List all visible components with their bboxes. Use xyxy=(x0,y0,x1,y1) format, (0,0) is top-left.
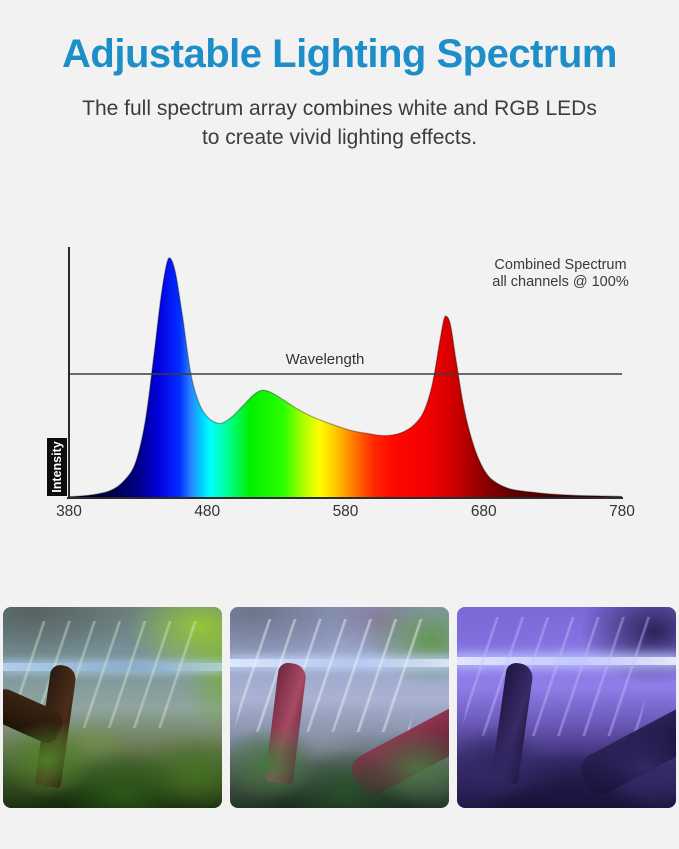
aquarium-photo-rgb-mix xyxy=(230,607,449,808)
x-tick-label-480: 480 xyxy=(194,503,220,520)
x-tick-label-680: 680 xyxy=(471,503,497,520)
photo-row xyxy=(0,607,679,808)
photo-foliage xyxy=(457,607,676,808)
photo-foliage xyxy=(230,607,449,808)
x-tick-label-780: 780 xyxy=(609,503,635,520)
aquarium-photo-blue-moonlight xyxy=(457,607,676,808)
aquarium-photo-full-spectrum xyxy=(3,607,222,808)
annotation-line-1: Combined Spectrum xyxy=(494,257,627,273)
photo-foliage xyxy=(3,607,222,808)
page-title: Adjustable Lighting Spectrum xyxy=(62,32,617,76)
x-tick-label-580: 580 xyxy=(333,503,359,520)
page-subtitle: The full spectrum array combines white a… xyxy=(0,94,679,152)
y-axis-label: Intensity xyxy=(50,441,64,493)
subtitle-line-1: The full spectrum array combines white a… xyxy=(82,97,597,120)
spectrum-chart: 380 480 580 680 780 Combined Spectrum all ch… xyxy=(0,230,679,530)
x-axis-label: Wavelength xyxy=(285,351,365,368)
annotation-line-2: all channels @ 100% xyxy=(492,274,629,290)
chart-annotation: Combined Spectrum all channels @ 100% xyxy=(488,257,633,291)
spectrum-chart-svg: 380 480 580 680 780 xyxy=(56,247,635,520)
spectrum-area xyxy=(69,257,622,498)
y-axis-label-box: Intensity xyxy=(47,438,67,496)
spectrum-outline xyxy=(68,257,623,498)
x-tick-label-380: 380 xyxy=(56,503,82,520)
subtitle-line-2: to create vivid lighting effects. xyxy=(201,126,478,149)
